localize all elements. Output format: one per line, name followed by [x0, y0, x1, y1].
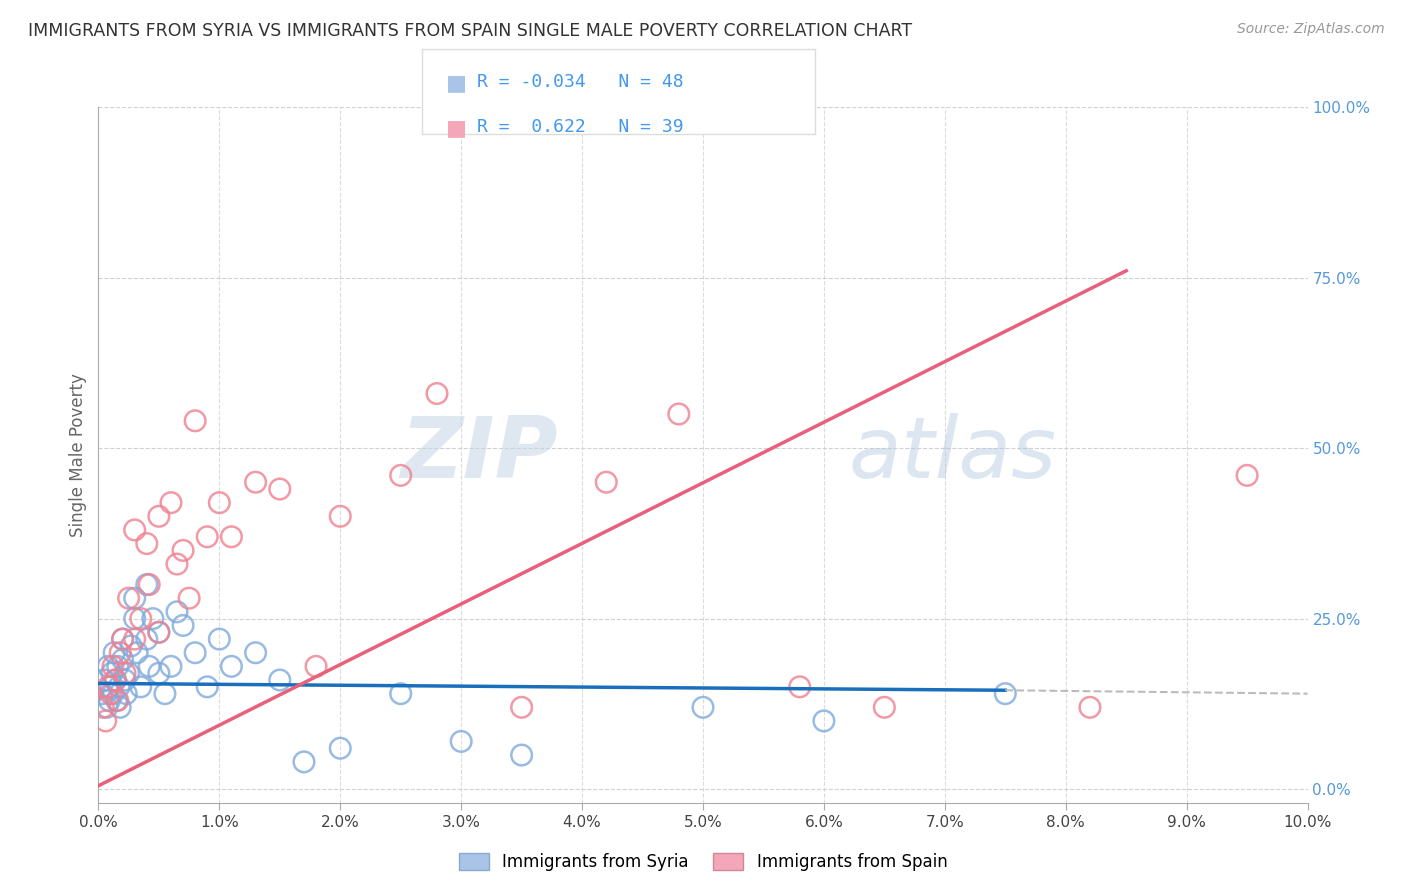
Legend: Immigrants from Syria, Immigrants from Spain: Immigrants from Syria, Immigrants from S… — [451, 847, 955, 878]
Text: R =  0.622   N = 39: R = 0.622 N = 39 — [477, 118, 683, 136]
Point — [172, 618, 194, 632]
Point — [135, 577, 157, 591]
Point — [1078, 700, 1101, 714]
Point — [107, 693, 129, 707]
Point — [166, 605, 188, 619]
Point — [103, 646, 125, 660]
Point — [160, 659, 183, 673]
Text: IMMIGRANTS FROM SYRIA VS IMMIGRANTS FROM SPAIN SINGLE MALE POVERTY CORRELATION C: IMMIGRANTS FROM SYRIA VS IMMIGRANTS FROM… — [28, 22, 912, 40]
Point — [115, 687, 138, 701]
Point — [124, 591, 146, 606]
Point — [124, 632, 146, 646]
Point — [124, 612, 146, 626]
Point — [269, 673, 291, 687]
Text: Source: ZipAtlas.com: Source: ZipAtlas.com — [1237, 22, 1385, 37]
Point — [873, 700, 896, 714]
Point — [104, 673, 127, 687]
Point — [813, 714, 835, 728]
Point — [107, 659, 129, 673]
Point — [104, 673, 127, 687]
Point — [195, 680, 218, 694]
Point — [108, 700, 131, 714]
Point — [153, 687, 176, 701]
Point — [221, 530, 243, 544]
Point — [97, 659, 120, 673]
Point — [118, 591, 141, 606]
Point — [100, 680, 122, 694]
Point — [305, 659, 328, 673]
Point — [329, 509, 352, 524]
Point — [510, 700, 533, 714]
Point — [184, 414, 207, 428]
Point — [195, 530, 218, 544]
Point — [101, 687, 124, 701]
Point — [148, 509, 170, 524]
Point — [114, 666, 136, 681]
Point — [510, 747, 533, 762]
Point — [101, 659, 124, 673]
Point — [111, 632, 134, 646]
Point — [135, 536, 157, 550]
Point — [91, 687, 114, 701]
Text: ZIP: ZIP — [401, 413, 558, 497]
Text: ■: ■ — [446, 73, 467, 93]
Point — [184, 646, 207, 660]
Point — [124, 523, 146, 537]
Point — [114, 673, 136, 687]
Point — [389, 468, 412, 483]
Point — [98, 693, 121, 707]
Point — [221, 659, 243, 673]
Point — [595, 475, 617, 490]
Point — [292, 755, 315, 769]
Point — [100, 687, 122, 701]
Point — [118, 666, 141, 681]
Point — [127, 646, 149, 660]
Point — [142, 612, 165, 626]
Point — [789, 680, 811, 694]
Text: atlas: atlas — [848, 413, 1056, 497]
Point — [93, 673, 115, 687]
Point — [138, 659, 160, 673]
Point — [426, 386, 449, 401]
Point — [208, 496, 231, 510]
Point — [94, 714, 117, 728]
Point — [111, 632, 134, 646]
Point — [1236, 468, 1258, 483]
Point — [179, 591, 201, 606]
Text: ■: ■ — [446, 118, 467, 137]
Point — [108, 680, 131, 694]
Point — [994, 687, 1017, 701]
Point — [138, 577, 160, 591]
Point — [148, 625, 170, 640]
Point — [108, 646, 131, 660]
Point — [96, 700, 118, 714]
Point — [148, 666, 170, 681]
Point — [269, 482, 291, 496]
Point — [329, 741, 352, 756]
Point — [166, 557, 188, 571]
Point — [245, 475, 267, 490]
Point — [129, 680, 152, 694]
Point — [692, 700, 714, 714]
Point — [160, 496, 183, 510]
Point — [120, 639, 142, 653]
Point — [245, 646, 267, 660]
Point — [148, 625, 170, 640]
Point — [129, 612, 152, 626]
Point — [111, 652, 134, 666]
Point — [172, 543, 194, 558]
Point — [97, 680, 120, 694]
Point — [389, 687, 412, 701]
Y-axis label: Single Male Poverty: Single Male Poverty — [69, 373, 87, 537]
Point — [668, 407, 690, 421]
Point — [208, 632, 231, 646]
Point — [105, 693, 128, 707]
Point — [450, 734, 472, 748]
Text: R = -0.034   N = 48: R = -0.034 N = 48 — [477, 73, 683, 91]
Point — [91, 700, 114, 714]
Point — [100, 666, 122, 681]
Point — [135, 632, 157, 646]
